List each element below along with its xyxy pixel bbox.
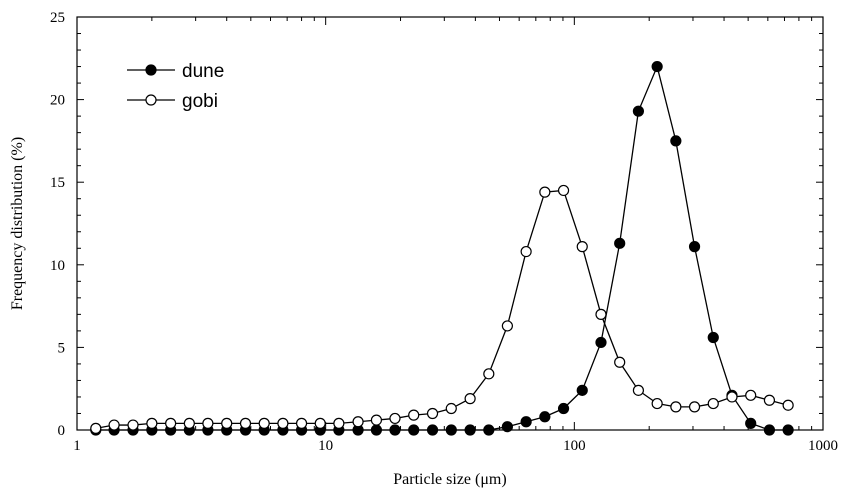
data-point-gobi: [165, 417, 177, 429]
x-tick-label: 100: [563, 438, 586, 454]
data-point-dune: [614, 237, 626, 249]
data-point-dune: [745, 417, 757, 429]
data-point-gobi: [539, 186, 551, 198]
data-point-dune: [595, 336, 607, 349]
data-point-gobi: [239, 417, 252, 429]
data-point-dune: [576, 384, 588, 396]
data-point-gobi: [258, 417, 270, 429]
x-axis-title: Particle size (μm): [393, 471, 506, 488]
data-point-gobi: [295, 417, 308, 429]
series-dune: [90, 60, 794, 436]
data-point-gobi: [576, 241, 588, 253]
data-point-gobi: [426, 407, 439, 420]
data-point-gobi: [277, 417, 289, 429]
data-point-dune: [651, 60, 663, 73]
data-point-dune: [763, 424, 776, 436]
data-point-dune: [445, 424, 457, 436]
series-line-dune: [95, 64, 789, 431]
data-point-gobi: [670, 401, 682, 413]
data-point-gobi: [90, 422, 102, 434]
data-point-gobi: [501, 320, 513, 332]
legend-marker-dune: [145, 64, 157, 76]
data-point-dune: [632, 105, 645, 117]
data-point-gobi: [370, 414, 383, 426]
data-point-dune: [483, 424, 495, 436]
data-point-gobi: [108, 419, 120, 431]
legend-marker-gobi: [145, 94, 157, 106]
data-point-gobi: [221, 417, 233, 429]
data-point-gobi: [726, 391, 738, 403]
data-point-gobi: [745, 389, 757, 401]
data-point-dune: [539, 411, 551, 423]
data-point-gobi: [445, 402, 457, 415]
data-point-gobi: [314, 417, 326, 429]
data-point-gobi: [707, 397, 719, 410]
data-point-gobi: [614, 356, 626, 368]
y-tick-label: 15: [50, 175, 65, 191]
series-line-gobi: [95, 189, 789, 429]
legend-item-gobi: gobi: [127, 91, 218, 112]
data-point-dune: [557, 402, 570, 415]
data-point-gobi: [763, 394, 776, 406]
data-point-dune: [501, 421, 513, 433]
data-point-gobi: [352, 416, 364, 428]
data-point-dune: [389, 424, 401, 436]
data-point-gobi: [782, 399, 794, 411]
data-point-gobi: [483, 368, 495, 380]
data-point-dune: [707, 331, 719, 344]
data-point-dune: [426, 424, 439, 436]
x-tick-label: 10: [318, 438, 333, 454]
data-point-gobi: [127, 419, 139, 431]
y-tick-label: 0: [58, 423, 66, 439]
data-point-dune: [370, 424, 383, 436]
legend-item-dune: dune: [127, 61, 224, 82]
data-point-dune: [782, 424, 794, 436]
legend-label-gobi: gobi: [182, 91, 218, 112]
data-point-gobi: [464, 393, 476, 405]
y-tick-label: 20: [50, 93, 65, 109]
legend: dune gobi: [127, 61, 224, 112]
data-point-gobi: [333, 417, 345, 429]
data-point-gobi: [520, 245, 532, 258]
x-tick-label: 1: [73, 438, 81, 454]
series-gobi: [90, 184, 794, 434]
data-point-gobi: [146, 417, 158, 429]
data-point-dune: [408, 424, 420, 436]
axis-tick-labels: 0 5 10 15 20 25 1 10 100 1000: [50, 10, 838, 454]
data-point-dune: [464, 424, 476, 436]
data-point-dune: [670, 135, 682, 147]
data-point-gobi: [183, 417, 195, 429]
data-point-dune: [520, 416, 532, 428]
data-point-gobi: [688, 401, 701, 413]
legend-label-dune: dune: [182, 61, 224, 82]
series-layer: [90, 60, 794, 436]
data-point-gobi: [202, 417, 214, 429]
y-tick-label: 10: [50, 258, 65, 274]
data-point-dune: [688, 241, 701, 253]
data-point-gobi: [651, 397, 663, 410]
data-point-gobi: [595, 308, 607, 320]
y-tick-label: 25: [50, 10, 65, 26]
data-point-gobi: [408, 409, 420, 421]
y-tick-label: 5: [58, 340, 66, 356]
data-point-gobi: [632, 384, 645, 396]
data-point-gobi: [389, 412, 401, 425]
y-axis-title: Frequency distribution (%): [9, 137, 26, 310]
data-point-gobi: [557, 184, 570, 197]
x-tick-label: 1000: [808, 438, 838, 454]
